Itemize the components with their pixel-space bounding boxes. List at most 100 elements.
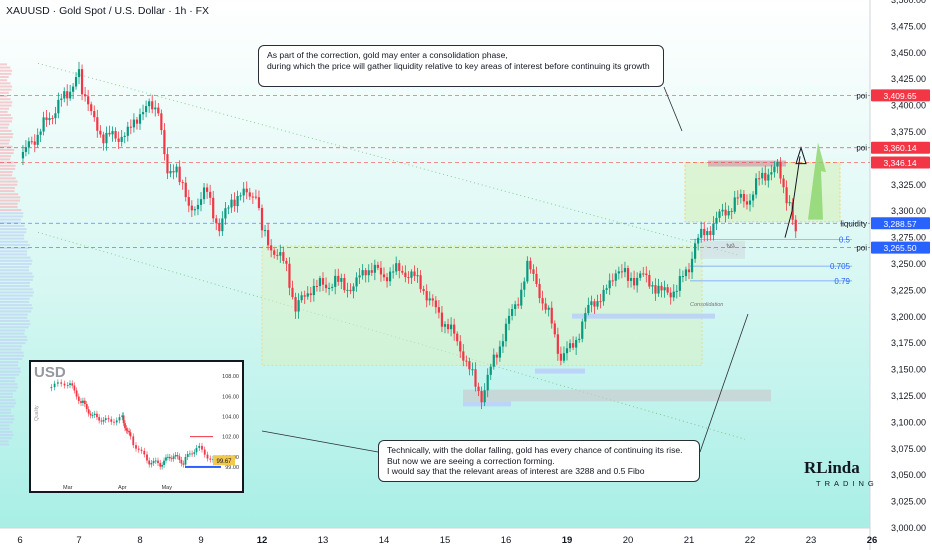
callout-bottom-line-1: Technically, with the dollar falling, go…: [387, 445, 683, 455]
candle-body: [507, 315, 511, 324]
volume-profile-bar: [0, 370, 21, 373]
candle-body: [196, 204, 200, 210]
candle-body: [788, 202, 791, 204]
candle-body: [520, 289, 523, 306]
candle-body: [486, 374, 489, 391]
candle-body: [80, 69, 84, 95]
usd-candle-body: [193, 452, 196, 454]
candle-body: [54, 113, 57, 119]
candle-body: [450, 324, 453, 330]
usd-candle-body: [182, 463, 185, 465]
candle-body: [471, 369, 474, 371]
usd-candle-body: [198, 445, 201, 448]
volume-profile-bar: [0, 212, 24, 215]
usd-candle-body: [126, 430, 129, 432]
candle-body: [352, 286, 355, 292]
candle-body: [190, 205, 193, 211]
candle-body: [617, 271, 620, 274]
candle-body: [141, 112, 145, 115]
usd-candle-body: [132, 436, 135, 446]
candle-body: [517, 304, 520, 306]
usd-candle-body: [172, 456, 175, 459]
volume-profile-bar: [0, 145, 13, 148]
candle-body: [282, 252, 285, 261]
y-tick-1: 3,025.00: [891, 497, 926, 507]
candle-body: [42, 117, 45, 132]
y-tick-9: 3,225.00: [891, 285, 926, 295]
candle-body: [495, 354, 498, 358]
candle-body: [498, 346, 501, 358]
volume-profile-bar: [0, 354, 25, 357]
candle-body: [544, 303, 547, 310]
callout-bottom-line-3: I would say that the relevant areas of i…: [387, 466, 645, 477]
candle-body: [294, 297, 297, 312]
candle-body: [172, 171, 175, 173]
candle-body: [379, 267, 383, 275]
volume-profile-bar: [0, 209, 22, 212]
candle-body: [468, 361, 471, 370]
candle-body: [657, 285, 660, 294]
candle-body: [135, 119, 139, 124]
candle-body: [666, 287, 669, 293]
candle-body: [279, 252, 282, 256]
candle-body: [206, 187, 209, 192]
candle-body: [385, 277, 389, 282]
candle-body: [529, 260, 532, 270]
candle-body: [623, 268, 627, 273]
candle-body: [590, 301, 593, 305]
candle-body: [663, 287, 666, 291]
candle-body: [367, 270, 370, 276]
usd-candle-body: [163, 460, 165, 465]
volume-profile-bar: [0, 180, 18, 183]
candle-body: [361, 270, 364, 276]
candle-body: [175, 166, 178, 173]
x-tick-1: 7: [76, 535, 81, 546]
volume-profile-bar: [0, 415, 14, 418]
volume-profile-bar: [0, 259, 33, 262]
candle-body: [324, 284, 328, 289]
candle-body: [504, 323, 508, 342]
volume-profile-bar: [0, 161, 14, 164]
candle-body: [636, 277, 639, 286]
candle-body: [770, 172, 773, 175]
candle-body: [739, 193, 742, 198]
usd-candle-body: [203, 449, 206, 455]
candle-body: [660, 285, 663, 291]
candle-body: [254, 196, 257, 198]
candle-body: [123, 135, 126, 137]
callout-bottom-pointer-right: [699, 313, 749, 453]
candle-body: [541, 298, 544, 304]
candle-body: [736, 197, 739, 199]
volume-profile-bar: [0, 402, 16, 405]
volume-profile-bar: [0, 126, 9, 129]
candle-body: [492, 354, 495, 367]
candle-body: [755, 178, 758, 195]
volume-profile-bar: [0, 76, 9, 79]
volume-profile-bar: [0, 367, 21, 370]
volume-profile-bar: [0, 278, 33, 281]
candle-body: [446, 324, 450, 330]
candle-body: [181, 182, 184, 184]
volume-profile-bar: [0, 215, 24, 218]
candle-body: [45, 117, 48, 121]
volume-profile-bar: [0, 142, 9, 145]
candle-body: [129, 126, 132, 128]
y-tick-7: 3,175.00: [891, 338, 926, 348]
lower-supply-box: [463, 389, 771, 402]
candle-body: [443, 324, 447, 327]
candle-body: [501, 341, 505, 347]
candle-body: [239, 195, 242, 197]
candle-body: [684, 269, 688, 277]
volume-profile-bar: [0, 174, 13, 177]
candle-body: [568, 343, 572, 349]
volume-profile-bar: [0, 82, 11, 85]
candle-body: [312, 285, 315, 296]
y-tick-10: 3,250.00: [891, 259, 926, 269]
candle-body: [620, 271, 623, 273]
volume-profile-bar: [0, 148, 15, 151]
candle-body: [24, 147, 27, 152]
price-badge-1: [871, 141, 930, 154]
usd-inset-badge: [213, 455, 235, 466]
y-tick-2: 3,050.00: [891, 470, 926, 480]
